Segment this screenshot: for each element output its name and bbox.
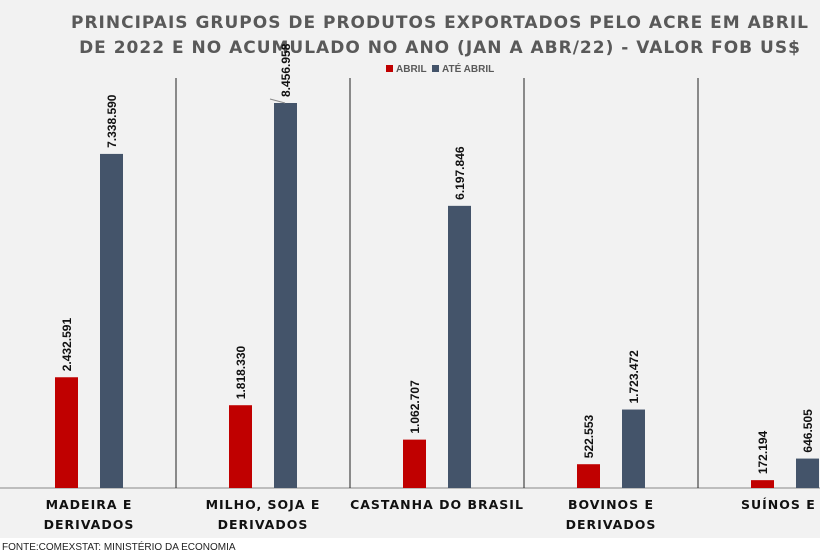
bar-abril [55,377,78,488]
legend-label-ate-abril: ATÉ ABRIL [442,62,494,75]
bar-ate-abril [100,153,123,488]
leader-line [269,98,286,104]
data-label: 1.062.707 [408,380,422,434]
data-label: 8.456.958 [279,43,293,97]
category-label: BOVINOS E [568,497,654,512]
bar-ate-abril [448,205,471,488]
category-label: CASTANHA DO BRASIL [350,497,524,512]
data-label: 172.194 [756,430,770,474]
data-label: 2.432.591 [60,318,74,372]
data-label: 522.553 [582,415,596,459]
legend-swatch-abril [386,65,393,72]
category-label: SUÍNOS E DERIV [741,497,820,512]
chart-title-line-1: PRINCIPAIS GRUPOS DE PRODUTOS EXPORTADOS… [71,13,809,33]
source-strip [0,538,820,554]
category-label: DERIVADOS [44,517,135,532]
bar-abril [577,464,600,488]
data-label: 6.197.846 [453,146,467,200]
category-label: MADEIRA E [46,497,133,512]
data-label: 1.723.472 [627,350,641,404]
category-label: DERIVADOS [566,517,657,532]
bar-abril [229,405,252,488]
bar-ate-abril [796,458,819,488]
source-note: FONTE:COMEXSTAT: MINISTÉRIO DA ECONOMIA [2,540,236,553]
bar-ate-abril [622,409,645,488]
data-label: 1.818.330 [234,346,248,400]
legend-swatch-ate-abril [432,65,439,72]
bar-abril [403,439,426,488]
bar-abril [751,480,774,488]
category-label: MILHO, SOJA E [206,497,321,512]
data-label: 7.338.590 [105,94,119,148]
data-label: 646.505 [801,409,815,453]
bar-ate-abril [274,103,297,488]
chart-title-line-2: DE 2022 E NO ACUMULADO NO ANO (JAN A ABR… [79,38,801,58]
category-label: DERIVADOS [218,517,309,532]
legend-label-abril: ABRIL [396,64,427,75]
